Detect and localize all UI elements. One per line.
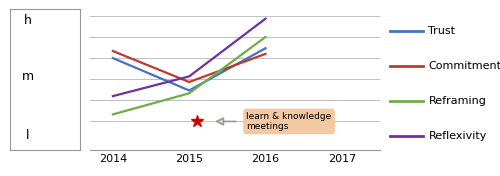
Text: Reframing: Reframing [428,96,486,106]
Text: h: h [24,14,32,27]
Text: learn & knowledge
meetings: learn & knowledge meetings [246,112,332,131]
Text: Trust: Trust [428,26,456,36]
Text: Commitment: Commitment [428,61,500,71]
Text: Reflexivity: Reflexivity [428,131,487,141]
Text: l: l [26,129,29,142]
Text: m: m [22,70,34,83]
